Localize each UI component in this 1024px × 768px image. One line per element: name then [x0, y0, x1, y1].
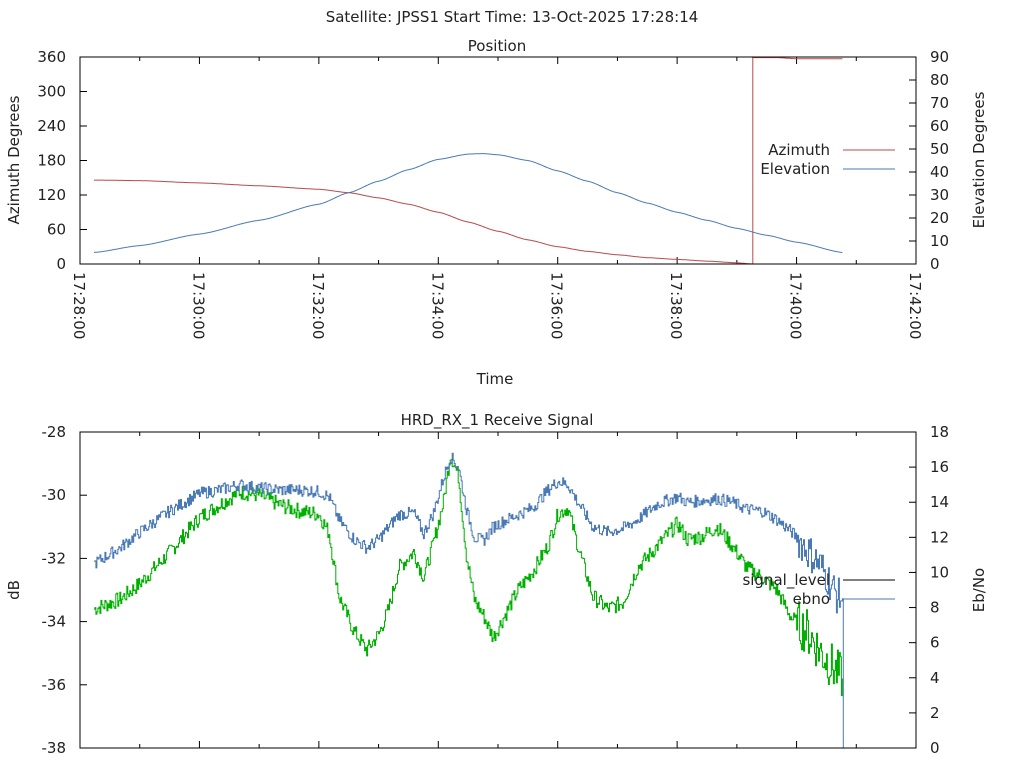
y-tick-label: -38: [42, 739, 67, 757]
x-tick-label: 17:30:00: [189, 272, 207, 339]
y-tick-label: 120: [37, 186, 66, 204]
y-tick-label: 60: [47, 221, 66, 239]
x-tick-label: 17:28:00: [70, 272, 88, 339]
y2-axis-label: Elevation Degrees: [970, 91, 988, 228]
x-tick-label: 17:38:00: [667, 272, 685, 339]
legend-label: ebno: [793, 590, 830, 608]
y-axis-label: dB: [5, 580, 23, 600]
page-title: Satellite: JPSS1 Start Time: 13-Oct-2025…: [326, 8, 699, 26]
y2-axis-label: Eb/No: [970, 568, 988, 612]
x-tick-label: 17:36:00: [548, 272, 566, 339]
y2-tick-label: 10: [930, 232, 949, 250]
y-tick-label: -36: [42, 676, 67, 694]
y2-tick-label: 16: [930, 458, 949, 476]
x-tick-label: 17:40:00: [787, 272, 805, 339]
y2-tick-label: 20: [930, 209, 949, 227]
y2-tick-label: 2: [930, 704, 940, 722]
y2-tick-label: 18: [930, 423, 949, 441]
y-tick-label: -30: [42, 486, 67, 504]
x-tick-label: 17:32:00: [309, 272, 327, 339]
y-tick-label: -32: [42, 549, 67, 567]
y-tick-label: -28: [42, 423, 67, 441]
y2-tick-label: 90: [930, 48, 949, 66]
y2-tick-label: 0: [930, 255, 940, 273]
y-tick-label: 360: [37, 48, 66, 66]
y2-tick-label: 0: [930, 739, 940, 757]
series-azimuth: [93, 56, 843, 265]
chart-title: HRD_RX_1 Receive Signal: [401, 411, 594, 430]
y2-tick-label: 6: [930, 634, 940, 652]
y2-tick-label: 40: [930, 163, 949, 181]
y2-tick-label: 50: [930, 140, 949, 158]
y2-tick-label: 4: [930, 669, 940, 687]
y2-tick-label: 8: [930, 599, 940, 617]
plot-frame: [79, 431, 917, 749]
y-tick-label: 300: [37, 83, 66, 101]
y-tick-label: 0: [56, 255, 66, 273]
y-axis-label: Azimuth Degrees: [5, 95, 23, 224]
x-tick-label: 17:34:00: [428, 272, 446, 339]
legend-label: Azimuth: [768, 141, 830, 159]
chart-title: Position: [468, 37, 526, 55]
y-tick-label: -34: [42, 613, 67, 631]
y2-tick-label: 12: [930, 528, 949, 546]
x-axis-label: Time: [476, 370, 514, 388]
y2-tick-label: 60: [930, 117, 949, 135]
y-tick-label: 180: [37, 152, 66, 170]
series-elevation: [93, 153, 843, 253]
plot-frame: [79, 56, 917, 265]
receive-signal-chart: HRD_RX_1 Receive Signal dB Eb/No -28 -30 -…: [5, 411, 988, 757]
legend-label: Elevation: [760, 160, 830, 178]
series-signal_level: [93, 459, 843, 697]
legend-label: signal_level: [742, 571, 830, 590]
y2-tick-label: 70: [930, 94, 949, 112]
y-tick-label: 240: [37, 117, 66, 135]
y2-tick-label: 14: [930, 493, 949, 511]
y2-tick-label: 80: [930, 71, 949, 89]
x-tick-label: 17:42:00: [906, 272, 924, 339]
y2-tick-label: 10: [930, 563, 949, 581]
position-chart: Position Azimuth Degrees Elevation Degre…: [5, 37, 988, 388]
series-ebno: [93, 452, 844, 748]
y2-tick-label: 30: [930, 186, 949, 204]
